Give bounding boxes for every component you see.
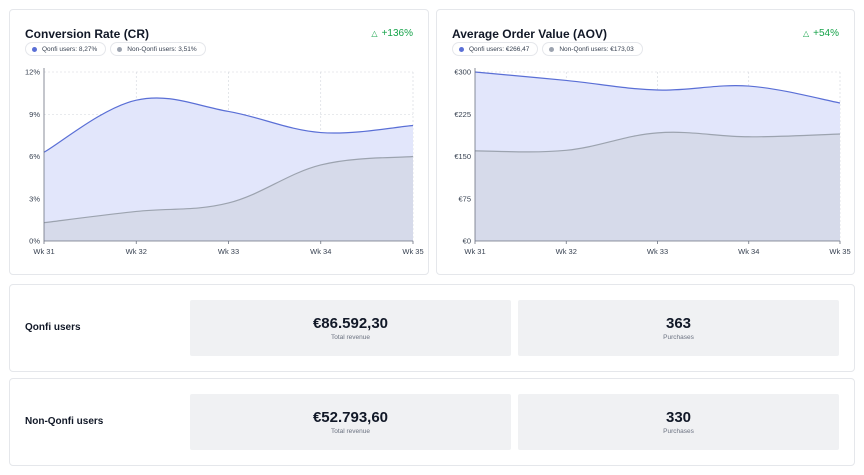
- y-tick-label: 9%: [29, 110, 40, 119]
- row-label: Non-Qonfi users: [25, 416, 104, 427]
- stat-value: €52.793,60: [312, 409, 389, 426]
- x-tick-label: Wk 33: [218, 247, 239, 256]
- triangle-up-outline-icon: △: [371, 29, 378, 38]
- legend-item-non-qonfi[interactable]: Non-Qonfi users: €173,03: [542, 42, 643, 56]
- series-line-non-qonfi: [43, 155, 414, 224]
- average-order-value-chart: €0 €75 €150 €225 €300 Wk 31 Wk 32 Wk 33 Wk 34 Wk …: [454, 68, 850, 257]
- total-revenue-stat: €86.592,30 Total revenue: [190, 300, 511, 356]
- stat-label: Purchases: [663, 428, 694, 435]
- triangle-up-outline-icon: △: [802, 29, 810, 38]
- delta-badge: △ +136%: [371, 28, 413, 39]
- legend-label: Qonfi users: €266,47: [469, 45, 530, 53]
- legend-dot-icon: [32, 46, 37, 52]
- stat-value: €86.592,30: [312, 315, 389, 332]
- legend-dot-icon: [117, 46, 123, 52]
- delta-value: +54%: [813, 28, 839, 39]
- conversion-rate-chart: 0% 3% 6% 9% 12% Wk 31 Wk 32 Wk 33 Wk 34 Wk 35: [25, 68, 424, 257]
- x-tick-label: Wk 32: [126, 247, 147, 256]
- stat-label: Total revenue: [330, 428, 371, 435]
- series-line-qonfi: [474, 71, 841, 104]
- delta-value: +136%: [381, 28, 413, 39]
- x-tick-label: Wk 32: [556, 247, 577, 256]
- y-tick-label: €75: [458, 194, 471, 203]
- chart-title: Average Order Value (AOV): [452, 27, 607, 41]
- purchases-stat: 363 Purchases: [518, 300, 839, 356]
- series-line-qonfi: [43, 97, 414, 153]
- x-tick-label: Wk 35: [829, 247, 850, 256]
- y-tick-label: 0%: [29, 237, 40, 246]
- y-tick-label: €0: [463, 237, 471, 246]
- stat-value: 363: [665, 315, 692, 332]
- x-tick-label: Wk 34: [310, 247, 331, 256]
- non-qonfi-users-summary: Non-Qonfi users €52.793,60 Total revenue…: [9, 378, 855, 466]
- x-tick-label: Wk 35: [402, 247, 423, 256]
- x-tick-label: Wk 33: [647, 247, 668, 256]
- chart-legend: Qonfi users: €266,47 Non-Qonfi users: €1…: [452, 42, 643, 56]
- legend-dot-icon: [459, 46, 464, 52]
- series-area-non-qonfi: [44, 156, 413, 241]
- legend-item-qonfi[interactable]: Qonfi users: 8,27%: [25, 42, 107, 56]
- x-tick-label: Wk 34: [738, 247, 759, 256]
- x-tick-label: Wk 31: [464, 247, 485, 256]
- legend-label: Qonfi users: 8,27%: [42, 45, 98, 53]
- conversion-rate-card: Conversion Rate (CR) △ +136% Qonfi users…: [9, 9, 429, 275]
- x-tick-label: Wk 31: [33, 247, 54, 256]
- series-area-non-qonfi: [475, 132, 840, 241]
- y-tick-label: 12%: [25, 68, 40, 77]
- y-tick-label: €150: [454, 152, 471, 161]
- stat-value: 330: [665, 409, 692, 426]
- y-tick-label: 6%: [29, 152, 40, 161]
- legend-item-qonfi[interactable]: Qonfi users: €266,47: [452, 42, 539, 56]
- purchases-stat: 330 Purchases: [518, 394, 839, 450]
- delta-badge: △ +54%: [803, 28, 839, 39]
- legend-item-non-qonfi[interactable]: Non-Qonfi users: 3,51%: [110, 42, 206, 56]
- stat-label: Total revenue: [330, 334, 371, 341]
- total-revenue-stat: €52.793,60 Total revenue: [190, 394, 511, 450]
- average-order-value-card: Average Order Value (AOV) △ +54% Qonfi u…: [436, 9, 855, 275]
- chart-title: Conversion Rate (CR): [25, 27, 150, 41]
- legend-dot-icon: [549, 46, 555, 52]
- series-line-non-qonfi: [474, 131, 841, 153]
- y-tick-label: €300: [454, 68, 471, 77]
- y-tick-label: €225: [454, 110, 471, 119]
- qonfi-users-summary: Qonfi users €86.592,30 Total revenue 363…: [9, 284, 855, 372]
- row-label: Qonfi users: [25, 322, 81, 333]
- legend-label: Non-Qonfi users: €173,03: [559, 45, 634, 53]
- y-tick-label: 3%: [29, 194, 40, 203]
- legend-label: Non-Qonfi users: 3,51%: [127, 45, 197, 53]
- chart-legend: Qonfi users: 8,27% Non-Qonfi users: 3,51…: [25, 42, 206, 56]
- stat-label: Purchases: [663, 334, 694, 341]
